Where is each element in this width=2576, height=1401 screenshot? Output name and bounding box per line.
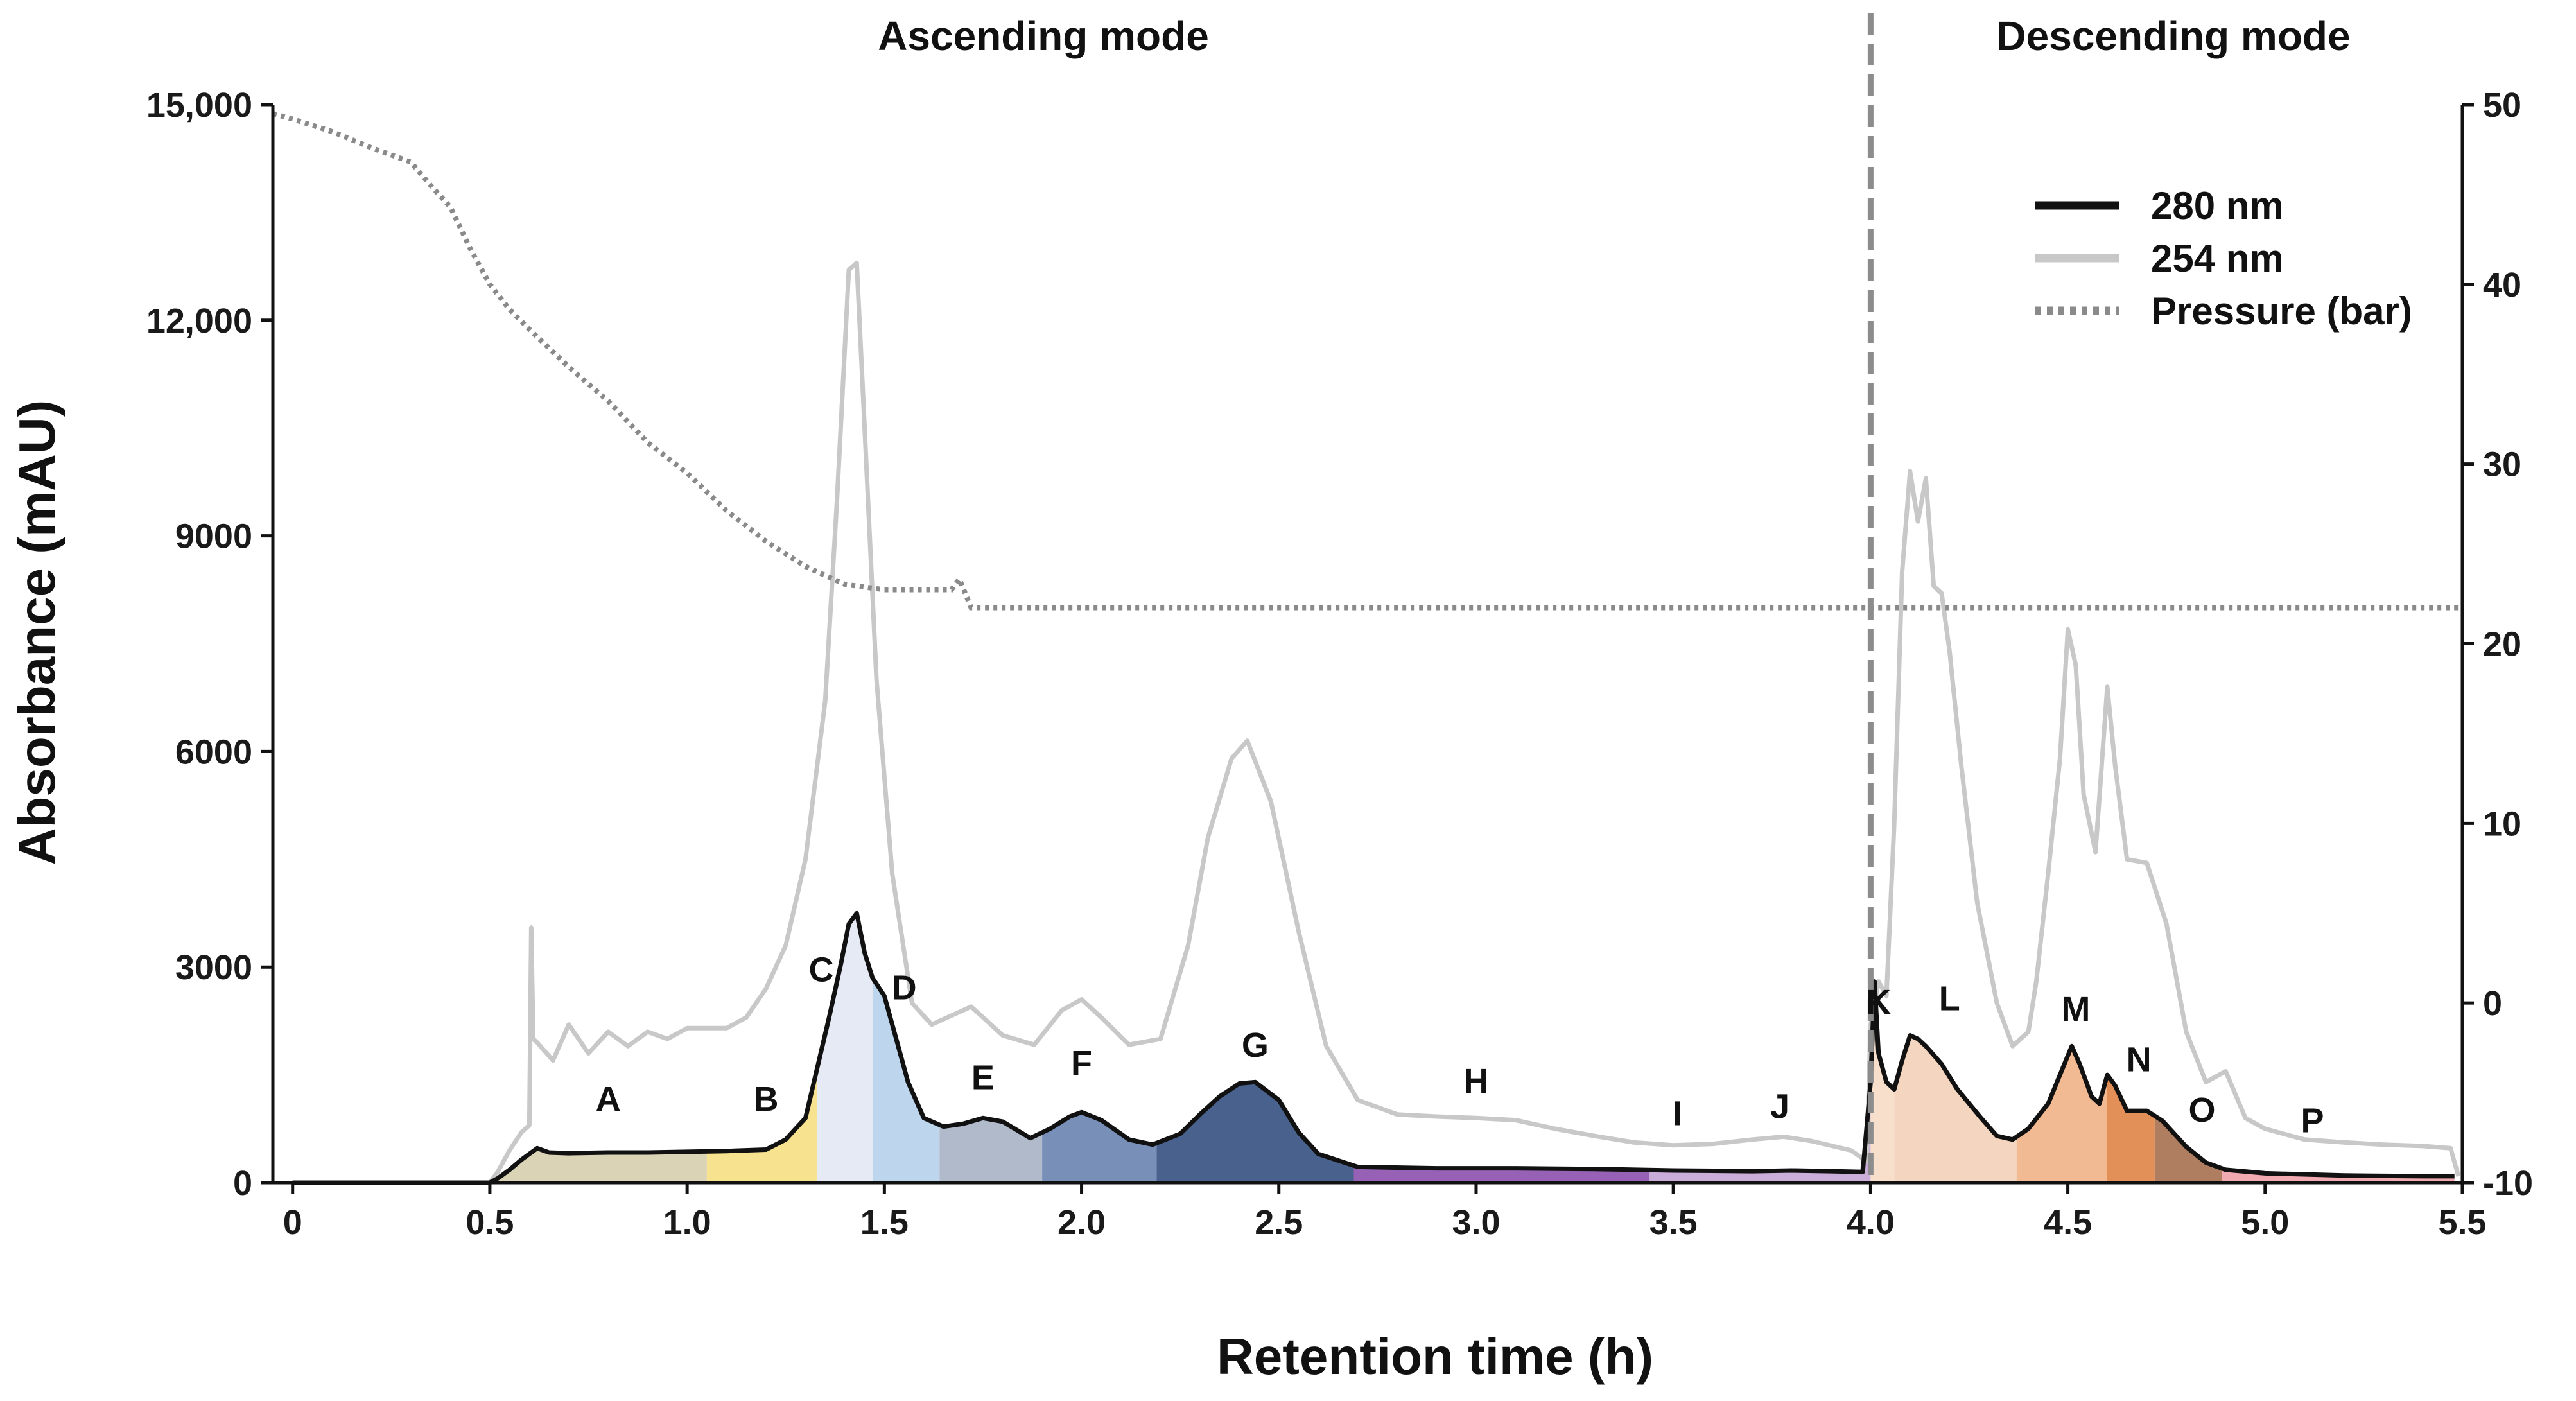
x-tick-label: 1.5 <box>860 1203 909 1242</box>
fraction-band-n <box>2107 1075 2155 1183</box>
y2-tick-label: 0 <box>2483 984 2502 1023</box>
fraction-label-d: D <box>892 969 917 1007</box>
fraction-label-f: F <box>1071 1044 1092 1083</box>
y-tick-label: 3000 <box>175 948 252 987</box>
legend-label: 254 nm <box>2151 237 2284 280</box>
y2-tick-label: -10 <box>2483 1164 2533 1203</box>
y2-tick-label: 40 <box>2483 266 2521 304</box>
legend-label: Pressure (bar) <box>2151 290 2412 333</box>
x-tick-label: 0.5 <box>466 1203 514 1242</box>
fraction-band-c <box>817 914 873 1183</box>
fraction-label-a: A <box>596 1080 621 1118</box>
x-tick-label: 5.0 <box>2241 1203 2289 1242</box>
fraction-band-g <box>1156 1082 1354 1183</box>
fraction-label-j: J <box>1770 1087 1789 1126</box>
legend-label: 280 nm <box>2151 184 2284 227</box>
fraction-label-b: B <box>754 1080 779 1118</box>
x-tick-label: 1.0 <box>663 1203 711 1242</box>
fraction-label-g: G <box>1242 1026 1269 1065</box>
x-tick-label: 5.5 <box>2438 1203 2486 1242</box>
y-tick-label: 0 <box>233 1164 252 1203</box>
y-tick-label: 15,000 <box>146 86 252 125</box>
series-280nm-line <box>292 910 2455 1185</box>
y-tick-label: 6000 <box>175 733 252 771</box>
x-tick-label: 4.5 <box>2044 1203 2092 1242</box>
fraction-label-l: L <box>1939 979 1960 1018</box>
fraction-band-f <box>1042 1112 1157 1183</box>
series-pressure-line <box>272 111 2462 611</box>
fraction-label-o: O <box>2188 1091 2215 1129</box>
x-axis-title: Retention time (h) <box>1217 1328 1653 1385</box>
fraction-band-i <box>1649 1082 1871 1183</box>
x-tick-label: 3.5 <box>1649 1203 1698 1242</box>
y-axis-title: Absorbance (mAU) <box>8 400 65 866</box>
x-tick-label: 0 <box>283 1203 302 1242</box>
x-tick-label: 2.5 <box>1255 1203 1303 1242</box>
fraction-band-b <box>706 1067 817 1183</box>
fraction-label-k: K <box>1866 983 1891 1022</box>
fraction-label-p: P <box>2301 1102 2324 1140</box>
x-tick-label: 2.0 <box>1057 1203 1106 1242</box>
series-254nm-line <box>292 260 2461 1185</box>
y2-tick-label: 30 <box>2483 446 2521 484</box>
legend: 280 nm 254 nm Pressure (bar) <box>2035 184 2412 333</box>
fraction-bands <box>498 914 2455 1183</box>
fraction-label-c: C <box>809 951 834 989</box>
fraction-label-h: H <box>1463 1062 1488 1101</box>
x-tick-label: 3.0 <box>1452 1203 1500 1242</box>
y-tick-label: 12,000 <box>146 302 252 340</box>
y-tick-label: 9000 <box>175 518 252 556</box>
fraction-label-i: I <box>1673 1094 1682 1133</box>
fraction-band-l <box>1894 1036 2017 1183</box>
fraction-label-m: M <box>2061 990 2090 1029</box>
y2-tick-label: 10 <box>2483 805 2521 843</box>
y2-tick-label: 50 <box>2483 86 2521 125</box>
fraction-label-e: E <box>971 1058 995 1097</box>
y2-tick-label: 20 <box>2483 625 2521 664</box>
fraction-label-n: N <box>2127 1041 2152 1079</box>
x-tick-label: 4.0 <box>1847 1203 1895 1242</box>
series-lines <box>272 111 2462 1185</box>
fraction-band-a <box>498 1149 707 1183</box>
mode-label-descending: Descending mode <box>1996 13 2350 59</box>
fraction-band-e <box>939 1118 1043 1183</box>
mode-label-ascending: Ascending mode <box>878 13 1209 59</box>
fraction-labels: A B C D E F G H I J K L MNO P <box>596 951 2324 1140</box>
axes: 0 0.5 1.0 1.5 2.0 2.5 3.0 3.5 4.0 4.5 5.0 5.5 0 3000 6… <box>146 13 2533 1242</box>
